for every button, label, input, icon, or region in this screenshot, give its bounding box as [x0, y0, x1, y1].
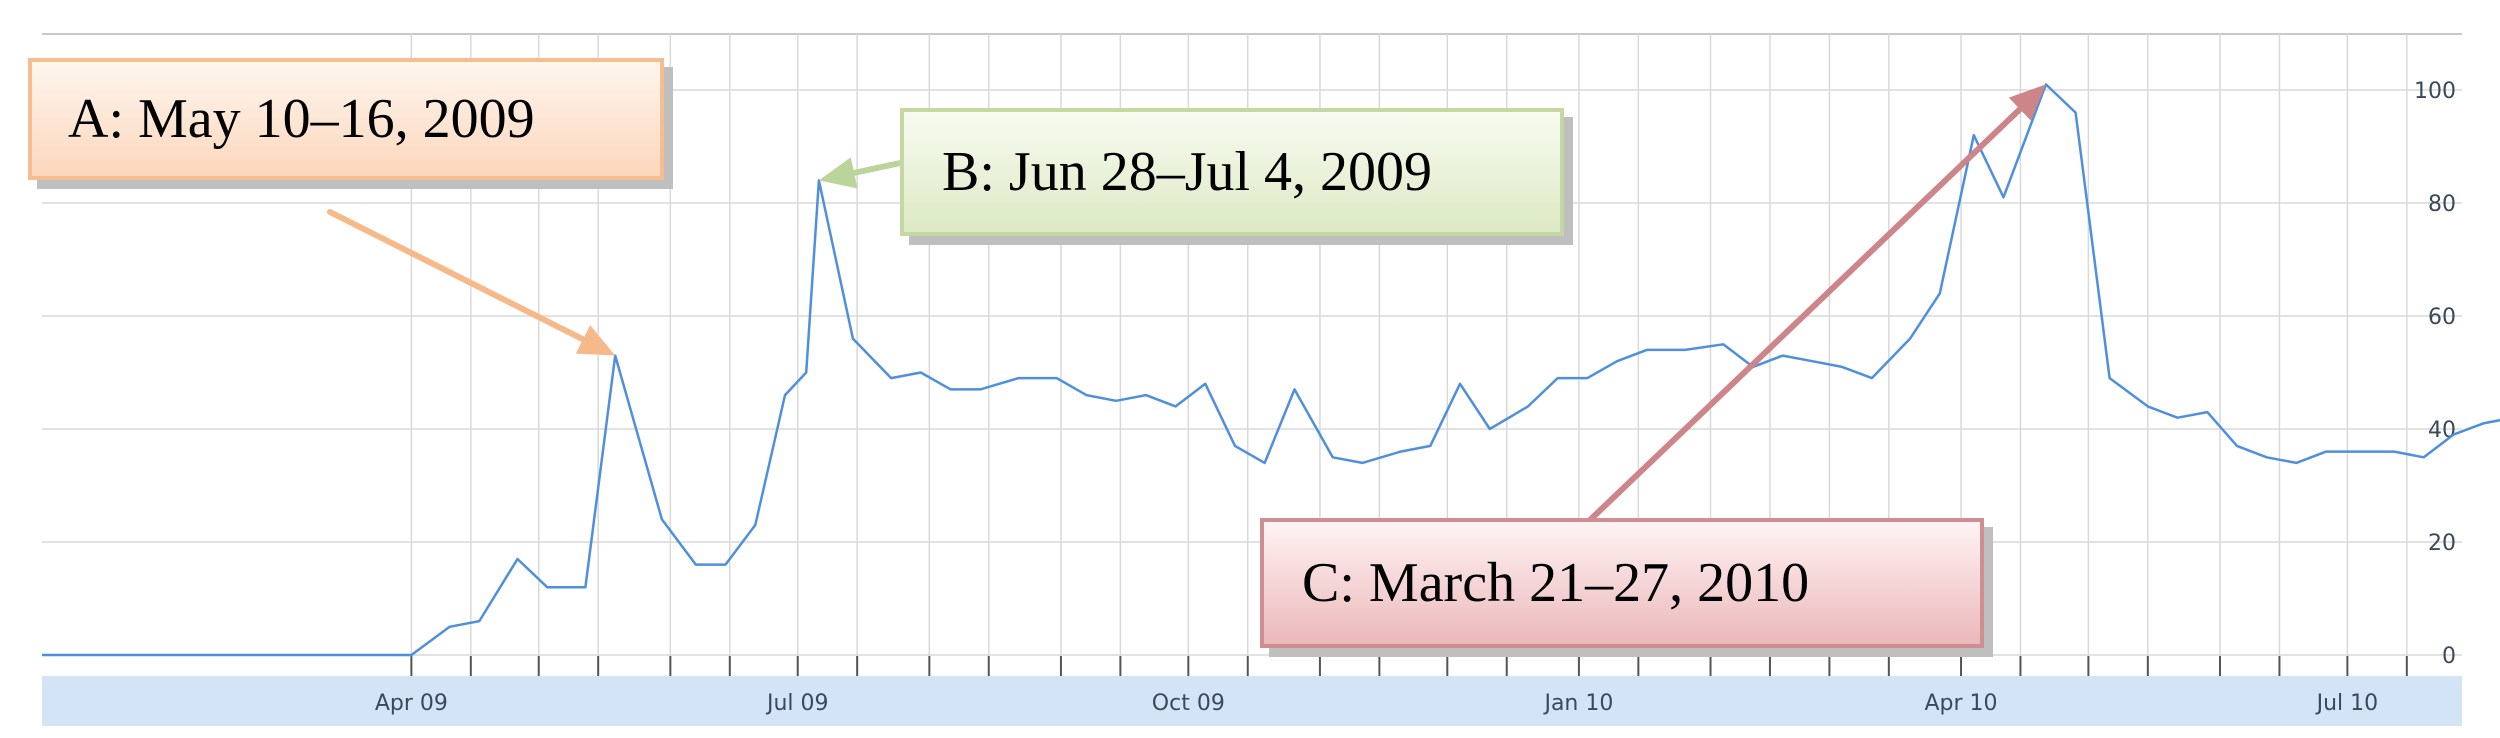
y-tick-label: 20 — [2428, 531, 2456, 556]
arrow-c-shaft — [1587, 106, 2023, 523]
x-tick-label: Jul 10 — [2315, 691, 2379, 716]
arrow-c-head — [2008, 84, 2046, 121]
annotation-b-box: B: Jun 28–Jul 4, 2009 — [900, 108, 1564, 236]
arrow-b-shaft — [851, 159, 908, 176]
x-axis-band-rect — [42, 676, 2462, 726]
annotation-a-box: A: May 10–16, 2009 — [28, 58, 664, 180]
annotation-c-box: C: March 21–27, 2010 — [1260, 518, 1984, 648]
x-tick-label: Apr 10 — [1924, 691, 1997, 716]
series-line-layer — [41, 83, 2500, 657]
y-tick-label: 60 — [2428, 305, 2456, 330]
x-tick-label: Apr 09 — [375, 691, 448, 716]
x-axis-ticks: Apr 09 Jul 09 Oct 09 Jan 10 Apr 10 Jul 10 — [375, 656, 2408, 716]
y-axis-ticks: 100 80 60 40 20 0 — [2414, 79, 2456, 669]
y-tick-label: 80 — [2428, 192, 2456, 217]
arrow-a-shaft — [327, 209, 587, 343]
series-line — [42, 83, 2500, 657]
y-tick-label: 40 — [2428, 418, 2456, 443]
arrow-a-head — [575, 325, 616, 356]
x-tick-label: Jan 10 — [1542, 691, 1613, 716]
x-axis-band — [42, 676, 2462, 726]
y-tick-label: 0 — [2442, 644, 2456, 669]
arrow-b-head — [818, 157, 858, 189]
x-tick-label: Oct 09 — [1152, 691, 1225, 716]
x-tick-label: Jul 09 — [765, 691, 829, 716]
annotation-arrows — [327, 84, 2046, 523]
y-tick-label: 100 — [2414, 79, 2456, 104]
